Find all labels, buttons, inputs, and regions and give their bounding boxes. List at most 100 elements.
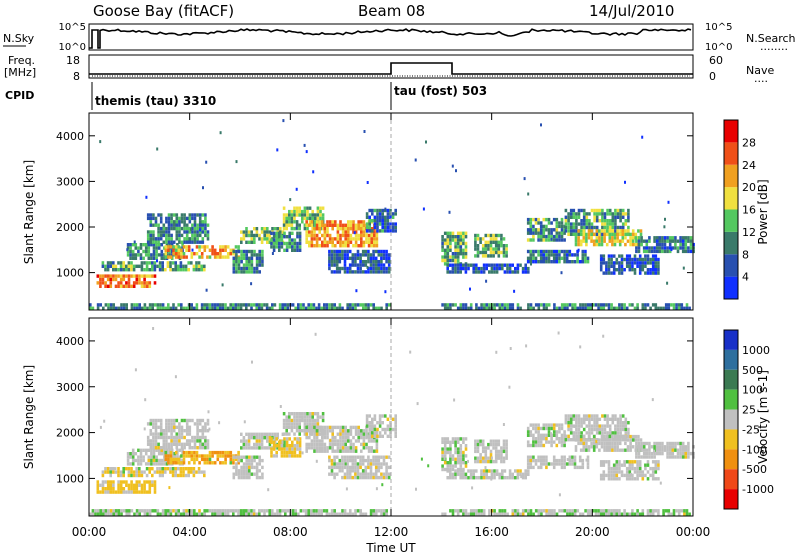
power-cell <box>216 303 219 307</box>
velocity-cell <box>354 469 357 473</box>
power-cell <box>521 270 525 274</box>
velocity-cell <box>341 429 345 433</box>
power-cell <box>235 253 238 257</box>
velocity-cell <box>586 458 590 463</box>
power-cell <box>558 231 561 235</box>
power-cell <box>187 268 190 272</box>
power-cell <box>271 227 274 231</box>
power-cell <box>386 208 390 213</box>
velocity-cell <box>464 447 468 451</box>
velocity-cell <box>298 454 302 458</box>
velocity-cell <box>667 512 671 516</box>
velocity-cell <box>607 463 611 467</box>
velocity-cell <box>330 458 334 463</box>
velocity-cell <box>371 424 374 428</box>
power-cell <box>651 254 655 258</box>
velocity-cell <box>125 467 128 471</box>
power-cell <box>494 237 498 241</box>
velocity-cell <box>623 460 626 464</box>
velocity-cell <box>167 446 171 450</box>
velocity-cell <box>201 425 205 429</box>
power-cell <box>204 223 207 227</box>
power-cell <box>590 208 594 213</box>
velocity-cell <box>666 455 669 459</box>
velocity-cell <box>354 465 357 470</box>
power-cell <box>180 306 183 310</box>
velocity-cell <box>138 480 141 484</box>
velocity-cell <box>495 512 499 516</box>
velocity-cell <box>369 472 373 476</box>
velocity-cell <box>296 444 299 448</box>
velocity-cell <box>346 458 349 463</box>
velocity-cell <box>589 512 593 516</box>
velocity-cell <box>135 470 138 474</box>
power-cell <box>288 245 291 249</box>
power-cell <box>374 260 378 264</box>
power-cell <box>603 222 607 226</box>
velocity-cell <box>99 512 102 516</box>
velocity-cell <box>334 449 337 453</box>
power-cell <box>566 303 569 307</box>
velocity-cell <box>618 512 621 516</box>
power-cell <box>674 246 677 250</box>
power-cell <box>326 240 329 244</box>
velocity-cell <box>381 427 384 432</box>
power-cell <box>112 277 115 282</box>
velocity-cell <box>237 509 240 513</box>
power-cell <box>579 232 583 237</box>
power-cell <box>167 237 171 241</box>
power-cell <box>157 246 161 250</box>
velocity-cell <box>569 421 573 425</box>
velocity-cell <box>237 512 240 516</box>
velocity-cell <box>172 422 176 426</box>
power-cell <box>376 208 379 213</box>
velocity-cell <box>253 455 256 459</box>
power-cell <box>275 231 278 235</box>
velocity-cell <box>315 425 319 430</box>
velocity-cell <box>201 429 205 433</box>
power-cell <box>326 227 329 231</box>
velocity-cell <box>331 446 334 450</box>
power-cell <box>539 238 543 242</box>
power-cell <box>595 225 599 230</box>
velocity-cell <box>271 509 274 513</box>
velocity-cell <box>295 429 299 433</box>
power-cell <box>621 208 625 213</box>
power-cell <box>487 233 490 238</box>
velocity-cell <box>221 454 225 458</box>
velocity-cell <box>130 483 133 487</box>
velocity-cell <box>242 512 245 516</box>
power-cell <box>386 229 390 233</box>
velocity-cell <box>315 449 319 453</box>
power-cell <box>248 266 251 271</box>
velocity-cell <box>242 509 245 513</box>
power-cell <box>224 245 227 249</box>
power-cell <box>328 253 331 257</box>
power-cell <box>319 209 322 214</box>
velocity-cell <box>281 440 284 444</box>
power-cell <box>114 277 118 282</box>
velocity-cell <box>480 476 483 480</box>
power-cell <box>582 236 586 240</box>
velocity-cell <box>119 483 123 487</box>
velocity-cell <box>595 414 599 418</box>
power-cell <box>578 260 582 264</box>
velocity-cell <box>298 440 302 444</box>
velocity-cell <box>303 425 307 429</box>
velocity-cell <box>316 412 320 416</box>
cpid-mode-themis: themis (tau) 3310 <box>95 94 216 108</box>
power-cell <box>133 240 136 244</box>
velocity-cell <box>158 470 162 474</box>
velocity-cell <box>608 417 612 421</box>
power-cell <box>366 181 369 184</box>
power-cell <box>282 220 286 224</box>
power-cell <box>265 306 269 310</box>
velocity-cell <box>293 447 297 451</box>
velocity-cell <box>91 509 95 513</box>
power-cell <box>482 306 486 310</box>
velocity-cell <box>188 425 192 429</box>
power-cell <box>524 270 527 274</box>
velocity-cell <box>359 509 362 513</box>
velocity-cell <box>638 512 642 516</box>
velocity-cell <box>142 458 145 463</box>
